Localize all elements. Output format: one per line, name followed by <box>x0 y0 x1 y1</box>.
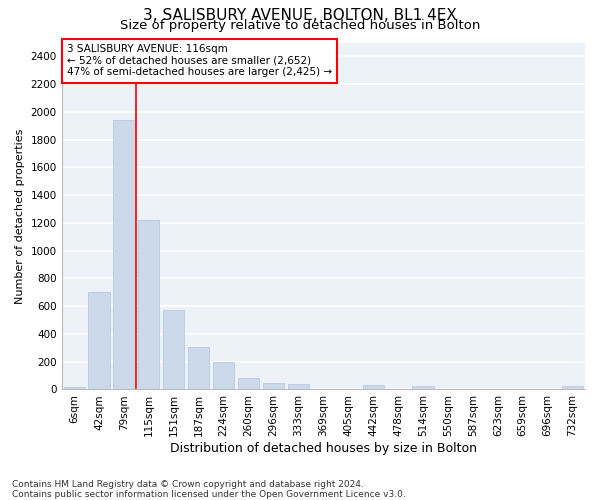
Text: Size of property relative to detached houses in Bolton: Size of property relative to detached ho… <box>120 19 480 32</box>
Bar <box>188 347 209 390</box>
Bar <box>362 386 384 390</box>
Bar <box>512 389 533 390</box>
Bar <box>562 386 583 390</box>
Bar <box>338 389 359 390</box>
Text: 3, SALISBURY AVENUE, BOLTON, BL1 4EX: 3, SALISBURY AVENUE, BOLTON, BL1 4EX <box>143 8 457 22</box>
Bar <box>313 389 334 390</box>
Bar <box>537 389 558 390</box>
Bar <box>412 386 434 390</box>
Bar <box>487 389 508 390</box>
X-axis label: Distribution of detached houses by size in Bolton: Distribution of detached houses by size … <box>170 442 477 455</box>
Bar <box>113 120 134 390</box>
Bar <box>88 292 110 390</box>
Bar <box>213 362 234 390</box>
Bar <box>163 310 184 390</box>
Y-axis label: Number of detached properties: Number of detached properties <box>15 128 25 304</box>
Text: 3 SALISBURY AVENUE: 116sqm
← 52% of detached houses are smaller (2,652)
47% of s: 3 SALISBURY AVENUE: 116sqm ← 52% of deta… <box>67 44 332 78</box>
Bar <box>138 220 160 390</box>
Bar <box>462 389 484 390</box>
Text: Contains HM Land Registry data © Crown copyright and database right 2024.
Contai: Contains HM Land Registry data © Crown c… <box>12 480 406 499</box>
Bar <box>437 389 458 390</box>
Bar <box>288 384 309 390</box>
Bar <box>263 383 284 390</box>
Bar <box>238 378 259 390</box>
Bar <box>388 389 409 390</box>
Bar <box>64 388 85 390</box>
